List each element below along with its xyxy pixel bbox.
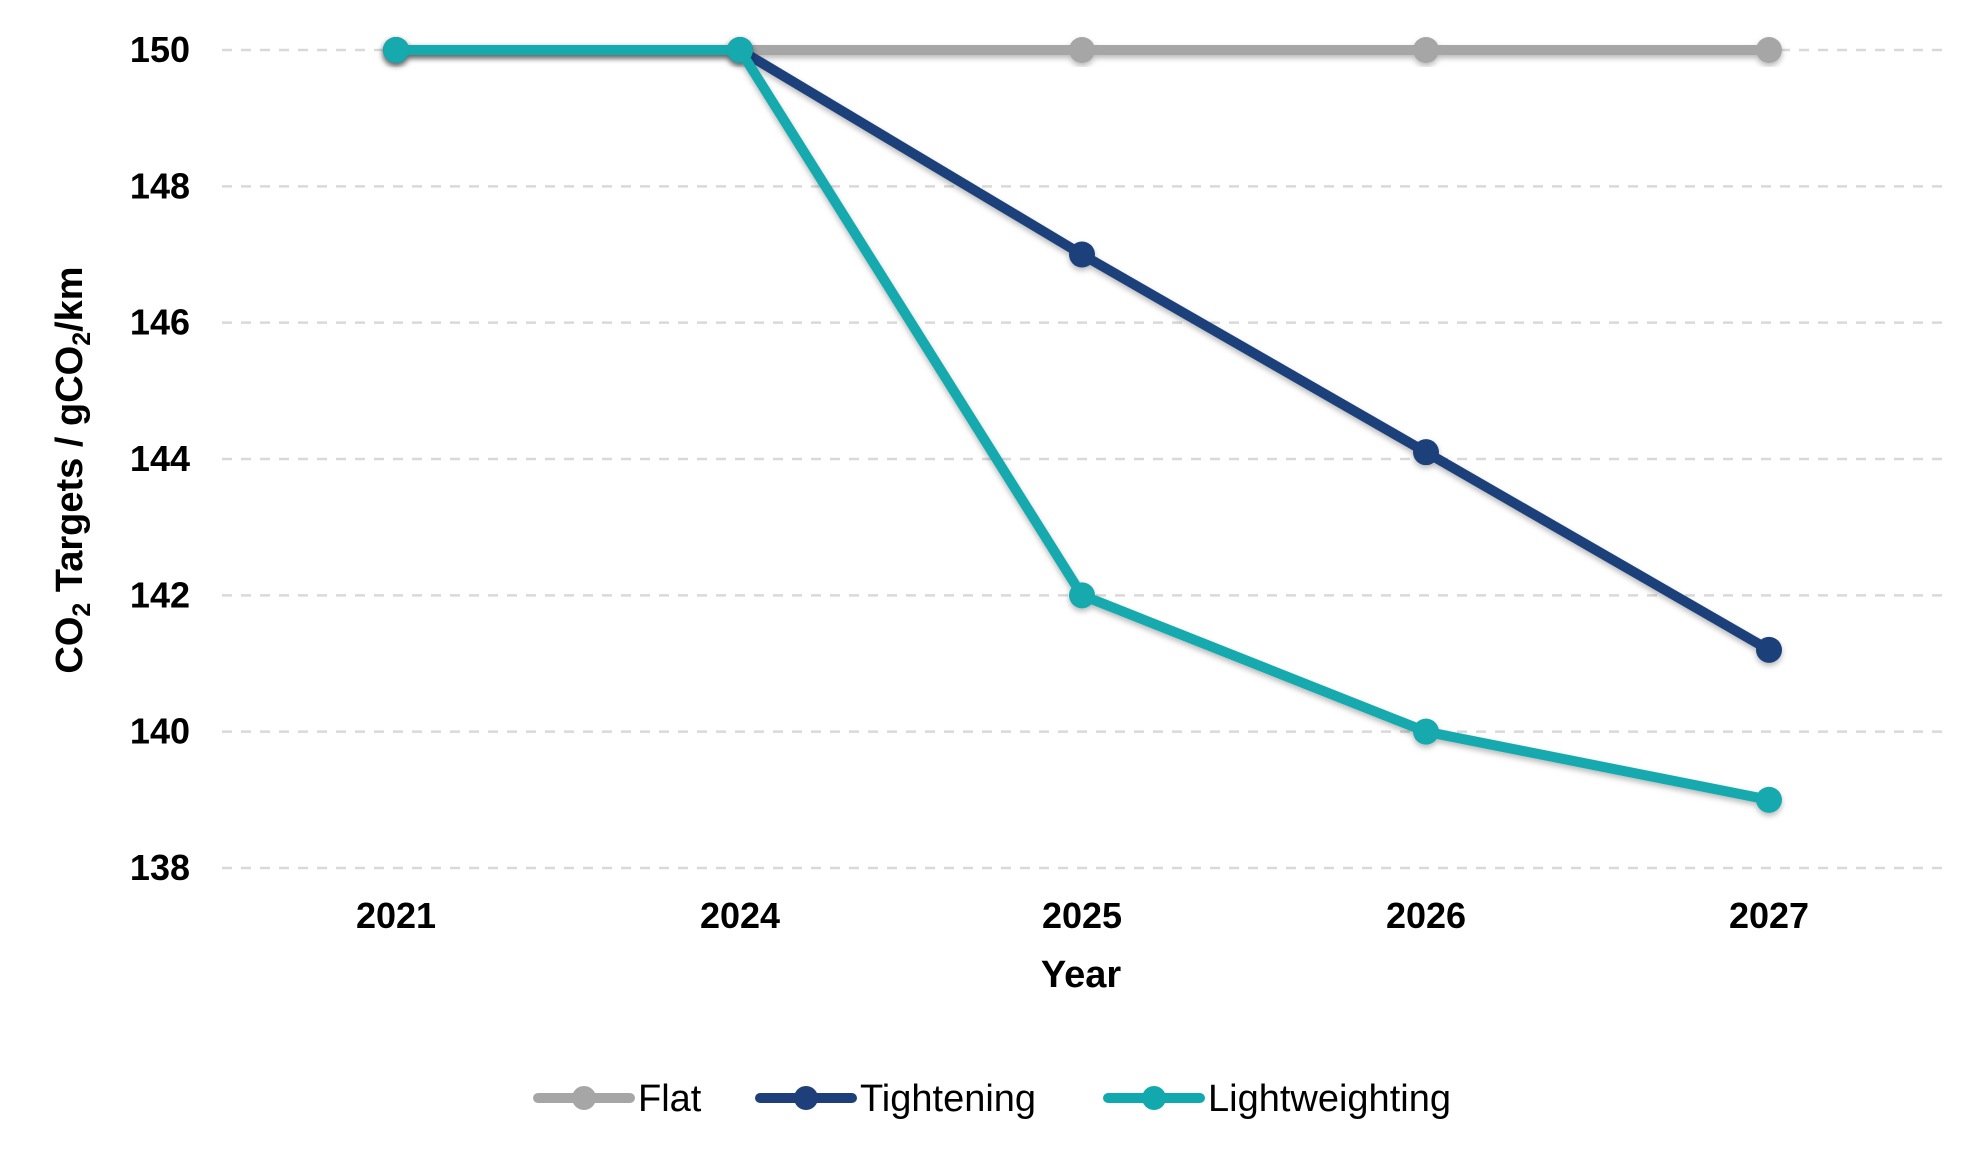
x-tick-label: 2021 [356,895,436,936]
legend-swatch-marker [794,1086,818,1110]
gridlines [222,48,1945,870]
x-tick-label: 2027 [1729,895,1809,936]
legend-item-tightening: Tightening [755,1078,1036,1120]
data-point-lightweighting [1413,718,1439,745]
y-tick-label: 146 [130,302,190,343]
data-point-lightweighting [727,37,753,63]
y-tick-label: 138 [130,847,190,888]
legend-swatch-marker [572,1086,596,1110]
y-tick-label: 150 [130,29,190,70]
series-lines [383,37,1782,813]
legend-label: Lightweighting [1208,1078,1451,1120]
series-lightweighting [383,37,1782,813]
data-point-tightening [1756,636,1782,663]
y-tick-label: 144 [130,438,190,479]
series-tightening [383,37,1782,663]
data-point-flat [1756,37,1782,63]
legend-label: Tightening [860,1078,1036,1120]
y-tick-label: 148 [130,165,190,206]
y-axis-title-part1: CO [49,617,91,674]
series-line-tightening [391,45,1774,655]
y-axis-title: CO2 Targets / gCO2/km [49,266,96,673]
y-axis-ticks: 138 140 142 144 146 148 150 [130,29,190,888]
legend: Flat Tightening Lightweighting [533,1078,1451,1120]
y-tick-label: 142 [130,574,190,615]
data-point-flat [1069,37,1095,63]
data-point-tightening [1069,241,1095,268]
legend-swatch-marker [1142,1086,1166,1110]
data-point-lightweighting [383,37,409,63]
x-axis-title: Year [1041,954,1122,996]
y-axis-title-part3: /km [49,266,91,331]
legend-label: Flat [638,1078,702,1120]
y-tick-label: 140 [130,711,190,752]
y-axis-title-sub2: 2 [68,332,96,346]
x-tick-label: 2026 [1386,895,1466,936]
y-axis-title-sub1: 2 [68,603,96,617]
data-point-lightweighting [1069,582,1095,609]
data-point-tightening [1413,439,1439,466]
data-point-flat [1413,37,1439,63]
x-tick-label: 2024 [700,895,780,936]
y-axis-title-part2: Targets / gCO [49,346,91,603]
legend-item-flat: Flat [533,1078,702,1120]
series-line-lightweighting [391,45,1774,805]
x-axis-ticks: 2021 2024 2025 2026 2027 [356,895,1809,936]
legend-item-lightweighting: Lightweighting [1103,1078,1451,1120]
x-tick-label: 2025 [1042,895,1122,936]
data-point-lightweighting [1756,786,1782,813]
